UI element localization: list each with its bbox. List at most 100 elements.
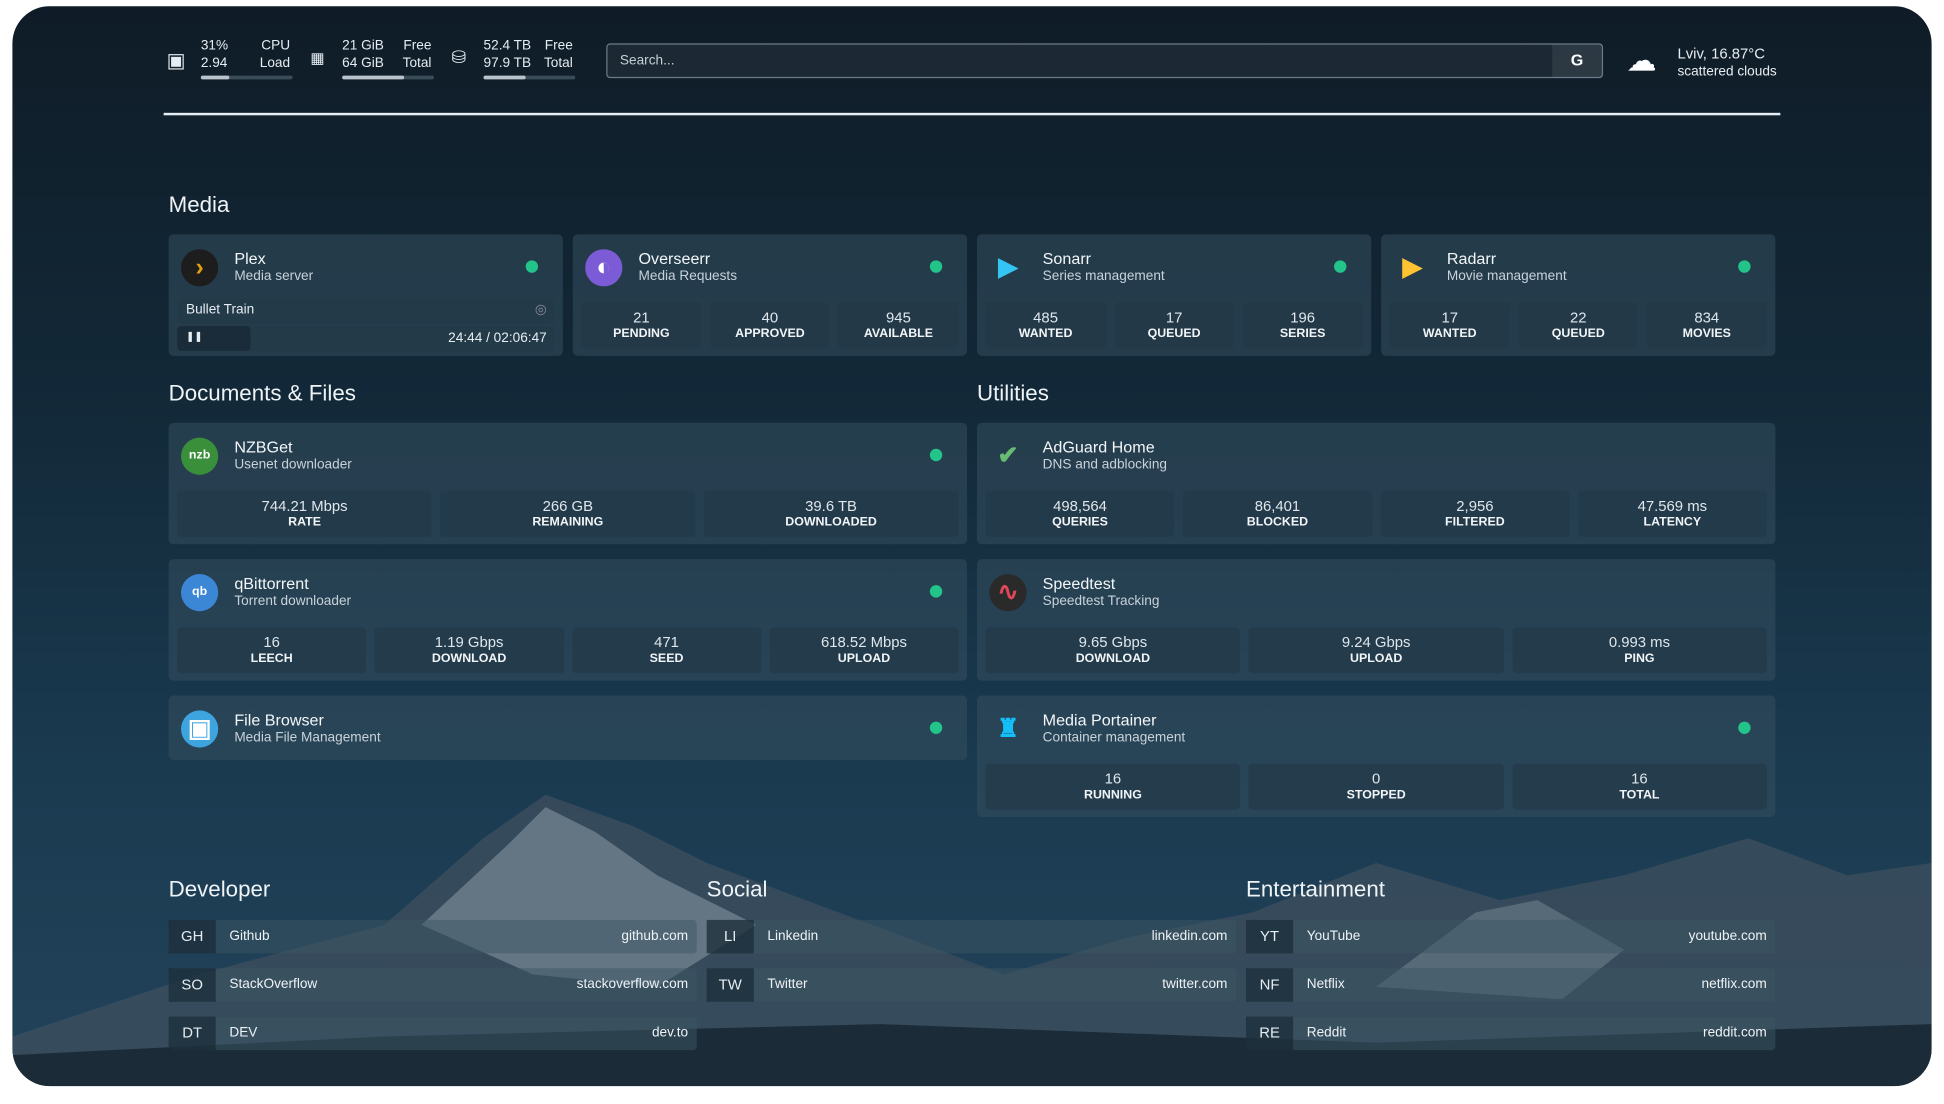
disk-total: 97.9 TB (483, 55, 532, 71)
bookmark-github[interactable]: GH Github github.com (168, 919, 697, 954)
bookmark-name: Netflix (1306, 976, 1345, 992)
stat-label: QUERIES (1052, 515, 1108, 530)
plex-icon: › (181, 249, 219, 287)
search-box: G (606, 43, 1604, 79)
section-title-entertainment: Entertainment (1245, 876, 1385, 902)
service-card-qbittorrent[interactable]: qb qBittorrent Torrent downloader 16 LEECH 1.… (168, 559, 968, 681)
stat-label: RUNNING (1083, 788, 1142, 803)
playback-progress: ❚❚ 24:44 / 02:06:47 (177, 326, 555, 351)
stat-block: 196 SERIES (1242, 302, 1363, 349)
bookmark-name: Reddit (1306, 1025, 1347, 1041)
bookmark-linkedin[interactable]: LI Linkedin linkedin.com (706, 919, 1237, 954)
stat-value: 834 (1694, 308, 1720, 327)
bookmark-abbreviation: YT (1245, 919, 1294, 954)
service-card-nzbget[interactable]: nzb NZBGet Usenet downloader 744.21 Mbps RAT… (168, 422, 968, 545)
service-description: Series management (1042, 269, 1165, 284)
bookmark-url: stackoverflow.com (576, 976, 689, 992)
bookmark-abbreviation: GH (168, 919, 216, 954)
bookmark-name: YouTube (1306, 928, 1361, 944)
stat-block: 2,956 FILTERED (1380, 490, 1570, 537)
stat-value: 9.24 Gbps (1341, 633, 1411, 651)
stats-row: 744.21 Mbps RATE 266 GB REMAINING 39.6 TB DOW… (177, 490, 959, 537)
bookmark-dev[interactable]: DT DEV dev.to (168, 1016, 697, 1051)
status-indicator (1738, 260, 1751, 273)
bookmark-twitter[interactable]: TW Twitter twitter.com (706, 968, 1237, 1002)
stat-value: 485 (1033, 308, 1058, 327)
cpu-percent: 31% (200, 38, 229, 54)
bookmark-abbreviation: LI (706, 919, 754, 954)
memory-free: 21 GiB (342, 38, 384, 54)
free-label: Free (544, 38, 573, 54)
stat-value: 21 (633, 308, 650, 327)
stat-block: 498,564 QUERIES (985, 490, 1175, 537)
cpu-widget: 31% 2.94 CPU Load (200, 37, 293, 82)
disk-icon: ⛁ (451, 47, 466, 67)
cloud-icon: ☁ (1626, 44, 1657, 79)
stats-row: 485 WANTED 17 QUEUED 196 SERIES (985, 302, 1363, 349)
stat-block: 40 APPROVED (709, 302, 830, 349)
pause-icon[interactable]: ❚❚ (185, 331, 203, 343)
bookmark-abbreviation: SO (168, 968, 216, 1002)
service-card-file-browser[interactable]: ▣ File Browser Media File Management (168, 695, 968, 760)
stat-value: 9.65 Gbps (1078, 633, 1148, 651)
service-card-plex[interactable]: › Plex Media server Bullet Train ◎ ❚❚ 24:44 / … (168, 234, 563, 356)
bookmark-reddit[interactable]: RE Reddit reddit.com (1245, 1016, 1776, 1051)
service-description: Speedtest Tracking (1042, 593, 1160, 609)
search-input[interactable] (607, 44, 1550, 77)
service-description: Media Requests (638, 269, 738, 284)
stat-label: MOVIES (1682, 327, 1731, 341)
service-name: NZBGet (234, 437, 293, 457)
stat-block: 266 GB REMAINING (440, 490, 696, 537)
bookmark-url: netflix.com (1701, 976, 1767, 992)
service-card-sonarr[interactable]: ▶ Sonarr Series management 485 WANTED 17 QUEUE… (976, 234, 1372, 356)
service-card-radarr[interactable]: ▶ Radarr Movie management 17 WANTED 22 QUEUED 8… (1381, 234, 1776, 356)
disk-widget: 52.4 TB 97.9 TB Free Total (483, 37, 576, 82)
bookmark-url: twitter.com (1162, 976, 1228, 992)
search-engine-button[interactable]: G (1552, 44, 1602, 77)
stat-value: 16 (263, 633, 280, 651)
free-label: Free (403, 38, 432, 54)
status-indicator (929, 448, 943, 462)
bookmark-youtube[interactable]: YT YouTube youtube.com (1245, 919, 1776, 954)
service-card-adguard-home[interactable]: ✔ AdGuard Home DNS and adblocking 498,564 QU… (976, 422, 1776, 545)
bookmark-stackoverflow[interactable]: SO StackOverflow stackoverflow.com (168, 968, 697, 1002)
service-card-speedtest[interactable]: ∿ Speedtest Speedtest Tracking 9.65 Gbps DOW… (976, 559, 1776, 681)
stats-row: 21 PENDING 40 APPROVED 945 AVAILABLE (581, 302, 959, 349)
service-description: Movie management (1446, 269, 1567, 284)
stat-label: UPLOAD (1349, 652, 1403, 666)
service-card-overseerr[interactable]: ◐ Overseerr Media Requests 21 PENDING 40 APPRO… (572, 234, 968, 356)
stat-value: 39.6 TB (805, 497, 857, 515)
bookmark-name: Linkedin (767, 928, 819, 944)
stat-block: 22 QUEUED (1518, 302, 1639, 349)
bookmark-name: DEV (229, 1025, 258, 1041)
section-title-social: Social (706, 876, 768, 902)
stat-value: 744.21 Mbps (261, 497, 348, 515)
stat-block: 485 WANTED (985, 302, 1106, 349)
section-title-developer: Developer (168, 876, 271, 902)
stat-value: 17 (1165, 308, 1183, 327)
stat-block: 17 QUEUED (1114, 302, 1235, 349)
stat-block: 86,401 BLOCKED (1183, 490, 1372, 537)
service-description: Media File Management (234, 730, 381, 746)
bookmark-name: Github (229, 928, 270, 944)
service-name: Radarr (1446, 249, 1497, 268)
total-label: Total (543, 55, 573, 71)
memory-total: 64 GiB (342, 55, 384, 71)
memory-icon: ▦ (310, 49, 325, 67)
stat-block: 471 SEED (572, 627, 761, 674)
bookmark-url: reddit.com (1703, 1025, 1767, 1041)
disk-free: 52.4 TB (483, 38, 532, 54)
stat-block: 47.569 ms LATENCY (1577, 490, 1767, 537)
adguard-icon: ✔ (997, 442, 1019, 470)
stat-value: 266 GB (542, 497, 594, 515)
stat-label: WANTED (1018, 327, 1073, 341)
service-card-media-portainer[interactable]: ♜ Media Portainer Container management 16 RU… (976, 695, 1776, 818)
stat-value: 196 (1290, 308, 1316, 327)
stat-label: FILTERED (1445, 515, 1505, 530)
cpu-label: CPU (261, 38, 291, 54)
bookmark-abbreviation: NF (1245, 968, 1294, 1002)
stat-block: 17 WANTED (1389, 302, 1510, 349)
stat-value: 16 (1631, 769, 1648, 788)
bookmark-netflix[interactable]: NF Netflix netflix.com (1245, 968, 1776, 1002)
memory-widget: 21 GiB 64 GiB Free Total (342, 37, 434, 82)
